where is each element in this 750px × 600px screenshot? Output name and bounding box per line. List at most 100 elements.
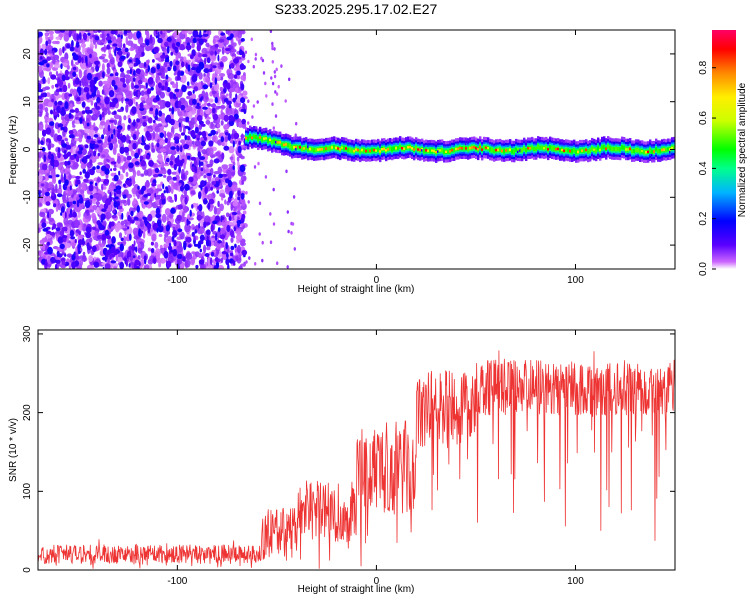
x-tick-label: 100 [567,275,584,286]
heatmap-noise-cell [272,187,275,192]
heatmap-signal-cell [633,149,636,154]
heatmap-noise-cell [121,212,124,220]
heatmap-noise-cell [91,193,99,199]
heatmap-noise-cell [45,127,52,135]
heatmap-noise-cell [175,81,179,90]
heatmap-noise-cell [177,228,183,233]
heatmap-noise-cell [272,222,276,226]
heatmap-noise-cell [219,227,226,234]
heatmap-noise-cell [48,62,54,69]
heatmap-noise-cell [152,130,156,140]
heatmap-signal-cell [503,149,506,154]
heatmap-noise-cell [132,255,136,259]
heatmap-noise-cell [93,126,99,131]
heatmap-noise-cell [236,156,240,162]
heatmap-noise-cell [128,117,132,124]
heatmap-noise-cell [47,208,55,215]
heatmap-noise-cell [147,59,150,64]
heatmap-noise-cell [81,158,84,163]
heatmap-noise-cell [94,43,98,49]
heatmap-noise-cell [200,221,204,227]
heatmap-noise-cell [46,56,51,61]
heatmap-noise-cell [272,126,275,130]
heatmap-noise-cell [90,100,94,106]
heatmap-noise-cell [198,38,204,45]
heatmap-noise-cell [63,195,67,201]
heatmap-signal-cell [463,146,466,151]
heatmap-noise-cell [133,62,137,67]
heatmap-noise-cell [240,175,247,182]
heatmap-noise-cell [47,246,53,255]
heatmap-signal-cell [269,138,272,142]
heatmap-noise-cell [107,83,110,88]
heatmap-noise-cell [234,214,238,221]
heatmap-noise-cell [178,179,184,184]
heatmap-noise-cell [226,109,233,116]
heatmap-noise-cell [157,123,162,127]
heatmap-noise-cell [203,64,211,70]
heatmap-noise-cell [192,30,199,38]
heatmap-noise-cell [113,128,116,136]
heatmap-noise-cell [45,33,48,42]
heatmap-noise-cell [94,230,99,238]
heatmap-noise-cell [117,205,123,210]
heatmap-signal-cell [247,136,250,141]
heatmap-noise-cell [58,179,62,185]
heatmap-noise-cell [210,103,217,108]
heatmap-noise-cell [167,77,172,82]
heatmap-noise-cell [192,98,197,105]
heatmap-noise-cell [241,249,248,256]
heatmap-noise-cell [63,150,67,154]
heatmap-noise-cell [220,257,224,263]
heatmap-noise-cell [103,44,107,53]
heatmap-noise-cell [89,209,95,213]
heatmap-noise-cell [111,236,116,244]
heatmap-noise-cell [79,171,82,176]
heatmap-noise-cell [203,30,207,33]
heatmap-noise-cell [47,101,54,108]
heatmap-noise-cell [181,158,185,164]
heatmap-noise-cell [61,235,68,239]
heatmap-noise-cell [87,245,93,250]
heatmap-noise-cell [130,150,135,157]
heatmap-noise-cell [198,160,201,168]
heatmap-noise-cell [89,159,93,166]
heatmap-noise-cell [120,237,124,242]
heatmap-noise-cell [93,134,99,138]
heatmap-noise-cell [69,185,72,191]
heatmap-noise-cell [274,114,278,118]
heatmap-noise-cell [218,73,226,77]
heatmap-noise-cell [100,234,107,241]
heatmap-noise-cell [116,81,124,88]
heatmap-noise-cell [235,254,239,262]
heatmap-noise-cell [147,213,153,222]
heatmap-noise-cell [197,151,202,158]
heatmap-noise-cell [146,203,152,209]
heatmap-noise-cell [97,145,103,153]
heatmap-noise-cell [125,171,129,177]
heatmap-noise-cell [71,120,75,126]
heatmap-signal-cell [409,145,412,149]
heatmap-noise-cell [241,180,245,185]
heatmap-signal-cell [627,148,630,151]
heatmap-noise-cell [191,204,194,209]
heatmap-noise-cell [195,66,202,74]
heatmap-noise-cell [215,232,218,241]
heatmap-noise-cell [101,89,104,95]
heatmap-noise-cell [143,201,149,205]
heatmap-noise-cell [147,77,154,85]
heatmap-noise-cell [44,107,49,113]
heatmap-noise-cell [192,37,197,44]
heatmap-signal-cell [559,147,562,153]
heatmap-noise-cell [76,33,80,41]
heatmap-noise-cell [187,244,192,248]
heatmap-noise-cell [214,44,219,48]
heatmap-noise-cell [217,200,220,208]
heatmap-signal-cell [501,149,504,153]
heatmap-noise-cell [271,102,274,106]
colorbar-tick-label: 0.8 [698,60,709,74]
heatmap-noise-cell [105,250,109,258]
heatmap-noise-cell [67,82,71,89]
heatmap-noise-cell [45,209,48,214]
heatmap-noise-cell [215,151,221,157]
